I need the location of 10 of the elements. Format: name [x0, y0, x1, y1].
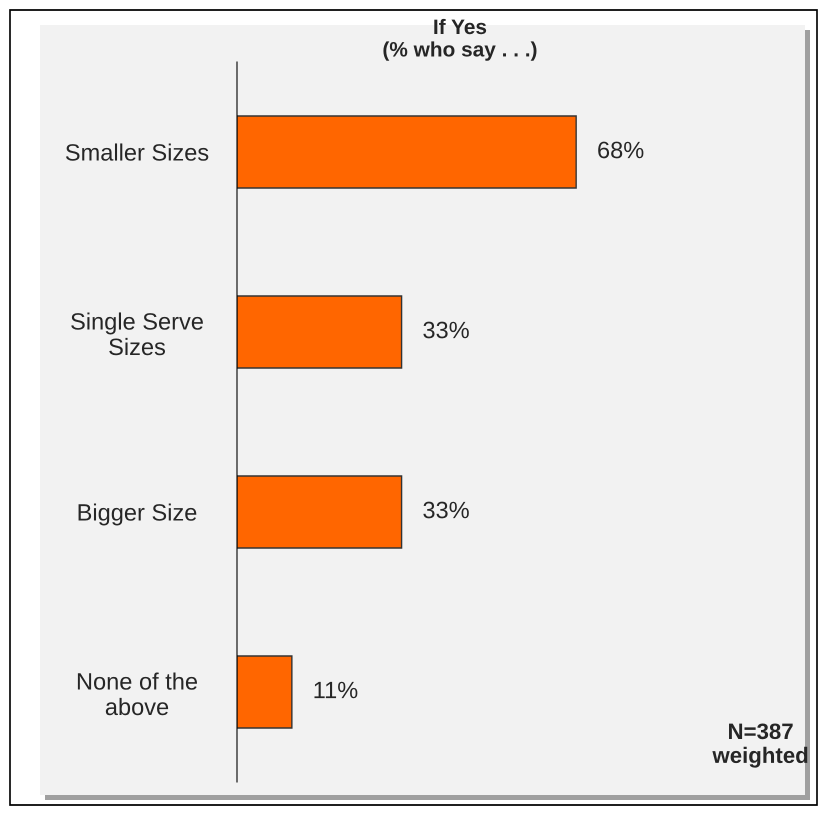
data-label: 11% [314, 682, 358, 698]
data-label: 33% [423, 322, 469, 338]
data-label: 68% [598, 142, 644, 158]
text: N=387 weighted [712, 723, 808, 768]
y-tick-label: Single Serve Sizes [71, 312, 203, 356]
y-tick-label: Smaller Sizes [66, 143, 208, 161]
y-tick-label: None of the above [78, 672, 197, 716]
data-label: 33% [423, 502, 469, 518]
chart-title: If Yes (% who say . . .) [383, 18, 536, 61]
y-tick-label: Bigger Size [78, 503, 196, 526]
